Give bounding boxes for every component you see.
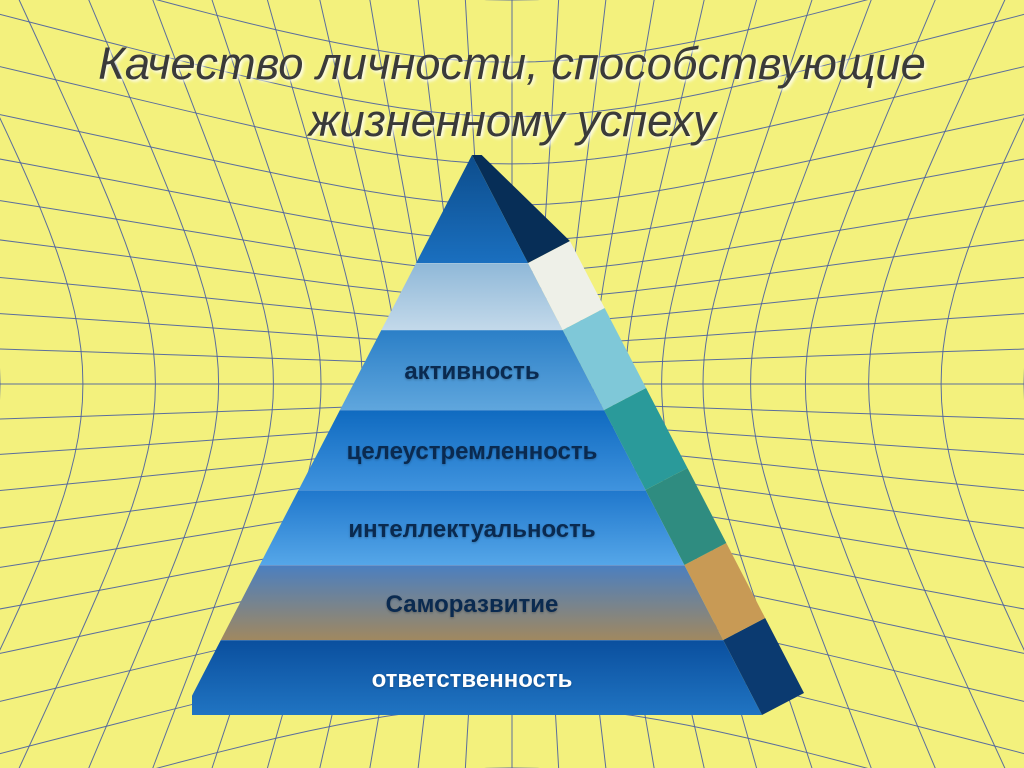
pyramid-diagram: активностьцелеустремленностьинтеллектуал… bbox=[192, 155, 832, 715]
pyramid-layer-front-5 bbox=[221, 565, 723, 640]
slide-content: Качество личности, способствующиежизненн… bbox=[0, 0, 1024, 768]
slide-title: Качество личности, способствующиежизненн… bbox=[0, 36, 1024, 149]
pyramid-layer-front-6 bbox=[192, 640, 762, 715]
pyramid-layer-front-4 bbox=[260, 490, 685, 565]
pyramid-layer-front-2 bbox=[340, 330, 604, 410]
pyramid-layer-front-3 bbox=[299, 410, 646, 490]
